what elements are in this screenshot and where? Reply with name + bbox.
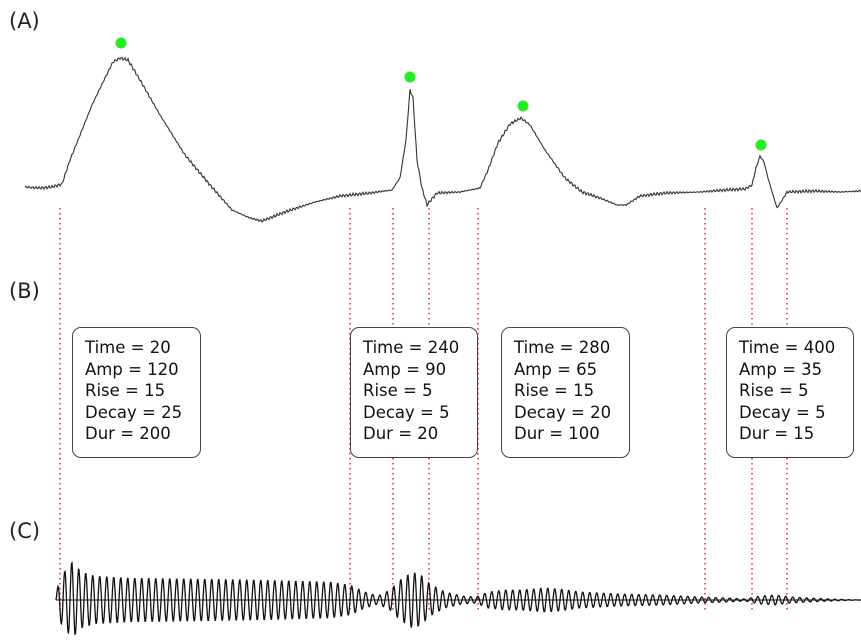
event-box-3: Time = 280 Amp = 65 Rise = 15 Decay = 20… <box>501 327 630 458</box>
event-amp: Amp = 35 <box>739 359 823 379</box>
event-time: Time = 20 <box>85 338 171 357</box>
event-decay: Decay = 5 <box>363 402 450 422</box>
event-box-1: Time = 20 Amp = 120 Rise = 15 Decay = 25… <box>72 327 201 458</box>
panel-label-b: (B) <box>9 279 40 303</box>
event-rise: Rise = 15 <box>514 381 595 400</box>
event-dur: Dur = 100 <box>514 424 600 443</box>
event-time: Time = 240 <box>363 338 460 357</box>
event-rise: Rise = 5 <box>363 381 433 400</box>
event-box-2: Time = 240 Amp = 90 Rise = 5 Decay = 5 D… <box>350 327 478 458</box>
signal-trace <box>24 56 861 223</box>
event-time: Time = 280 <box>514 338 611 357</box>
event-amp: Amp = 65 <box>514 359 598 379</box>
event-dur: Dur = 15 <box>739 424 815 443</box>
peak-marker-3 <box>517 100 529 112</box>
event-amp: Amp = 120 <box>85 359 179 379</box>
event-dur: Dur = 20 <box>363 424 439 443</box>
event-box-4: Time = 400 Amp = 35 Rise = 5 Decay = 5 D… <box>726 327 854 458</box>
peak-marker-4 <box>755 139 767 151</box>
event-dur: Dur = 200 <box>85 424 171 443</box>
peak-marker-2 <box>404 71 416 83</box>
event-time: Time = 400 <box>739 338 836 357</box>
event-decay: Decay = 20 <box>514 402 612 422</box>
event-decay: Decay = 5 <box>739 402 826 422</box>
panel-label-c: (C) <box>9 519 41 543</box>
event-decay: Decay = 25 <box>85 402 183 422</box>
peak-markers <box>115 37 767 151</box>
panel-label-a: (A) <box>9 9 40 33</box>
peak-marker-1 <box>115 37 127 49</box>
event-amp: Amp = 90 <box>363 359 447 379</box>
oscillation-trace <box>55 561 861 636</box>
event-rise: Rise = 5 <box>739 381 809 400</box>
event-rise: Rise = 15 <box>85 381 166 400</box>
